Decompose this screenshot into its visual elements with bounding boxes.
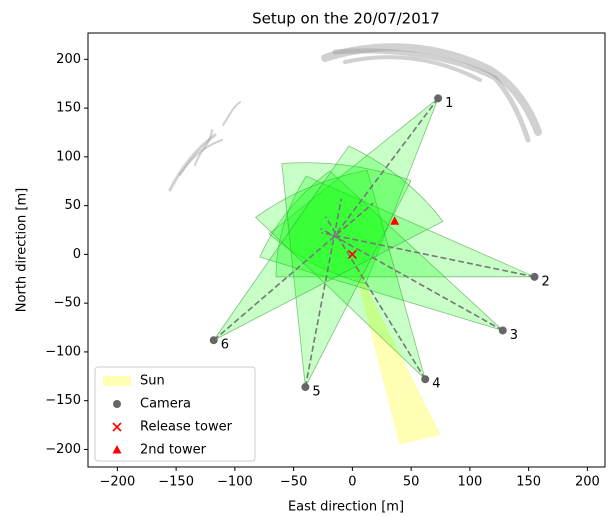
- legend-marker: [113, 400, 121, 408]
- y-tick-label: 150: [56, 101, 81, 116]
- x-tick-label: −150: [158, 475, 194, 490]
- x-tick-label: −200: [100, 475, 136, 490]
- camera-point: [434, 94, 443, 103]
- camera-point: [301, 383, 310, 392]
- y-tick-label: −50: [54, 296, 81, 311]
- camera-view: [259, 170, 504, 331]
- view-axis: [320, 227, 504, 332]
- x-tick-label: 200: [575, 475, 600, 490]
- legend-swatch: [103, 376, 131, 386]
- axes-frame: [87, 32, 606, 468]
- y-tick-label: −200: [45, 442, 81, 457]
- x-tick-label: −100: [217, 475, 253, 490]
- x-axis-label: East direction [m]: [288, 500, 404, 515]
- view-axis: [304, 198, 343, 388]
- plot-area: [213, 97, 535, 445]
- camera-label: 4: [432, 377, 440, 392]
- legend-box: [94, 366, 256, 462]
- y-tick-label: 50: [64, 198, 81, 213]
- x-tick-label: 50: [403, 475, 420, 490]
- x-tick-label: −50: [280, 475, 307, 490]
- legend-marker: [112, 445, 122, 454]
- chart-title: Setup on the 20/07/2017: [252, 10, 440, 28]
- legend-label: Sun: [140, 374, 165, 389]
- legend-label: 2nd tower: [140, 443, 207, 458]
- y-tick-label: 100: [56, 149, 81, 164]
- x-tick-label: 100: [457, 475, 482, 490]
- release-tower-point: [347, 249, 357, 259]
- x-tick-label: 0: [348, 475, 356, 490]
- camera-label: 2: [542, 274, 550, 289]
- view-axis: [331, 97, 439, 240]
- legend: Sun Camera Release tower 2nd tower: [94, 366, 256, 462]
- camera-point: [498, 326, 507, 335]
- y-tick-label: 200: [56, 52, 81, 67]
- y-tick-label: −100: [45, 344, 81, 359]
- view-axis: [321, 231, 535, 278]
- view-axis: [324, 216, 426, 380]
- camera-label: 6: [221, 338, 229, 353]
- camera-view: [281, 162, 412, 389]
- legend-label: Camera: [140, 397, 191, 412]
- x-tick-label: 150: [516, 475, 541, 490]
- view-axis: [213, 202, 374, 341]
- camera-label: 3: [510, 328, 518, 343]
- y-tick-label: 0: [73, 247, 81, 262]
- legend-marker: [112, 422, 122, 432]
- camera-point: [421, 375, 430, 384]
- camera-label: 5: [312, 385, 320, 400]
- camera-label: 1: [445, 96, 453, 111]
- tower-point: [390, 216, 400, 225]
- camera-point: [530, 272, 539, 281]
- smoke: [168, 43, 542, 192]
- y-axis-label: North direction [m]: [15, 188, 30, 312]
- legend-label: Release tower: [140, 420, 233, 435]
- camera-point: [209, 336, 218, 345]
- y-tick-label: −150: [45, 393, 81, 408]
- camera-view: [268, 97, 440, 285]
